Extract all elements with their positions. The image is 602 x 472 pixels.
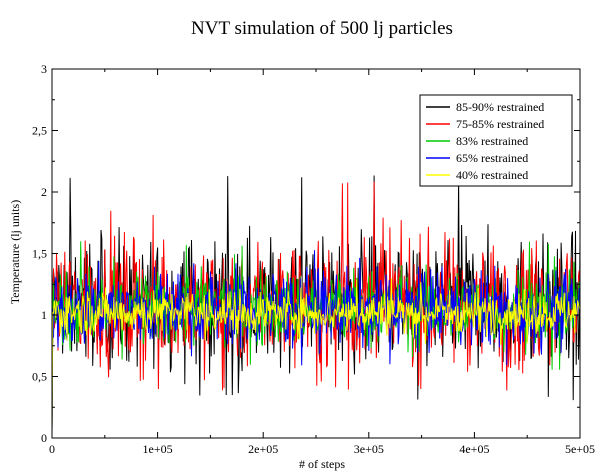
x-tick-label: 5e+05 [565, 442, 595, 456]
chart-title: NVT simulation of 500 lj particles [191, 18, 453, 39]
y-tick-label: 1,5 [32, 247, 47, 261]
x-axis-label: # of steps [299, 457, 345, 471]
y-tick-label: 0 [41, 431, 47, 445]
x-tick-label: 1e+05 [143, 442, 173, 456]
y-tick-label: 2 [41, 185, 47, 199]
series-line-5 [52, 278, 580, 432]
x-tick-label: 4e+05 [459, 442, 489, 456]
legend-label: 40% restrained [456, 168, 528, 182]
x-tick-label: 3e+05 [354, 442, 384, 456]
legend-label: 75-85% restrained [456, 117, 544, 131]
y-tick-label: 2,5 [32, 124, 47, 138]
y-tick-label: 0,5 [32, 370, 47, 384]
x-tick-label: 2e+05 [248, 442, 278, 456]
legend-label: 85-90% restrained [456, 100, 544, 114]
y-tick-label: 3 [41, 62, 47, 76]
y-axis-label: Temperature (lj units) [8, 200, 22, 304]
legend-label: 65% restrained [456, 151, 528, 165]
legend-label: 83% restrained [456, 134, 528, 148]
y-tick-label: 1 [41, 308, 47, 322]
legend: 85-90% restrained 75-85% restrained 83% re… [419, 94, 573, 187]
x-tick-label: 0 [49, 442, 55, 456]
